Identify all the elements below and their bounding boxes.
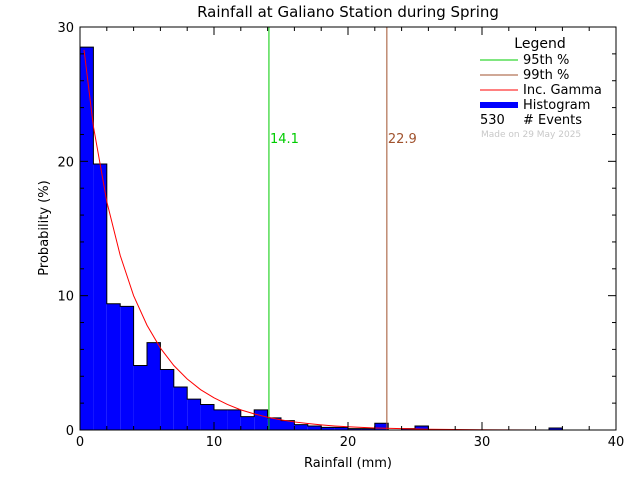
legend-entry-label: 95th % (523, 53, 569, 68)
histogram-bar (334, 427, 348, 430)
histogram-bar (254, 409, 268, 430)
legend-entry-label: Inc. Gamma (523, 83, 602, 98)
x-axis-label: Rainfall (mm) (304, 456, 392, 471)
plot-area: 14.1 22.9 0 10 20 30 40 0 10 20 30 (57, 21, 624, 450)
x-tick-label: 10 (206, 435, 223, 450)
percentile-label: 22.9 (388, 132, 417, 147)
histogram-bar (160, 369, 174, 430)
histogram-bar (415, 425, 429, 430)
histogram-bar (267, 417, 281, 430)
histogram-bar (200, 404, 214, 430)
histogram-bar (93, 164, 107, 430)
histogram-bar (374, 423, 389, 430)
percentile-label: 14.1 (270, 132, 299, 147)
histogram-bar (281, 420, 295, 430)
y-tick-label: 20 (57, 155, 74, 170)
histogram-bar (549, 427, 563, 430)
histogram-bar (80, 47, 94, 431)
histogram-bar (361, 428, 375, 430)
histogram-bar (214, 409, 228, 430)
histogram-bar (106, 303, 121, 430)
y-tick-label: 10 (57, 290, 74, 305)
histogram-bar (321, 427, 335, 430)
y-axis-label: Probability (%) (37, 180, 52, 275)
histogram-bar (173, 387, 188, 430)
histogram-bar (120, 306, 134, 430)
legend-title: Legend (514, 36, 565, 52)
gamma-curve (83, 49, 616, 431)
x-tick-label: 30 (474, 435, 491, 450)
x-tick-label: 20 (340, 435, 357, 450)
x-tick-label: 0 (76, 435, 84, 450)
histogram-bar (401, 428, 415, 430)
histogram-bar (348, 428, 362, 430)
histogram-bar (294, 424, 308, 430)
histogram-bar (240, 416, 255, 430)
histogram-bar (227, 409, 241, 430)
histogram-bar (147, 342, 161, 430)
histogram-bar (307, 425, 322, 430)
histogram-bar (133, 365, 147, 430)
x-tick-label: 40 (608, 435, 625, 450)
legend-events-label: # Events (523, 113, 582, 128)
y-tick-label: 30 (57, 21, 74, 36)
chart-title: Rainfall at Galiano Station during Sprin… (197, 3, 499, 21)
legend-entry-label: Histogram (523, 98, 590, 113)
histogram-bar (187, 399, 201, 430)
y-tick-label: 0 (66, 424, 74, 439)
made-on-note: Made on 29 May 2025 (481, 130, 581, 140)
legend-events-count: 530 (480, 113, 505, 128)
legend-entry-label: 99th % (523, 68, 569, 83)
